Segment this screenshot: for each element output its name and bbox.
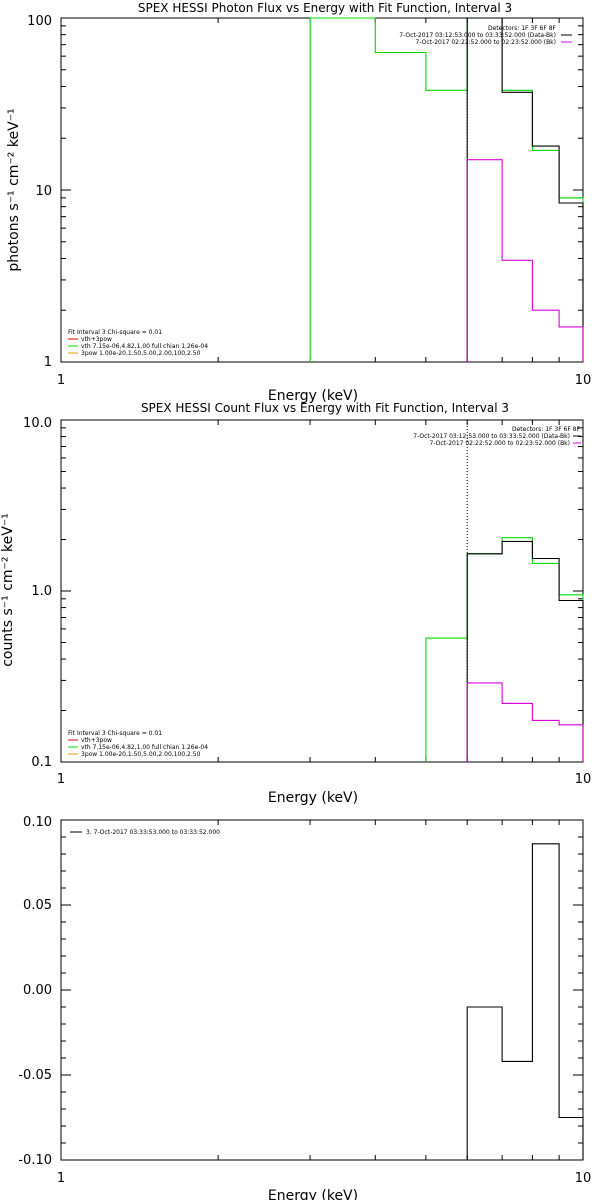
panel2-legend-left-entry: 3pow 1.00e-20,1.50,5.00,2.00,100,2.50 (81, 751, 201, 758)
panel1-xtick-10: 10 (575, 373, 592, 388)
panel1-legend-left-entry: vth 7.15e-06,4.82,1.00 full chian 1.26e-… (81, 343, 208, 350)
count-flux-panel: SPEX HESSI Count Flux vs Energy with Fit… (0, 401, 591, 806)
panel1-legend-left-entry: 3pow 1.00e-20,1.50,5.00,2.00,100,2.50 (81, 350, 201, 357)
panel1-legend-left-header: Fit Interval 3 Chi-square = 0.01 (68, 329, 162, 336)
panel1-ylabel: photons s⁻¹ cm⁻² keV⁻¹ (6, 108, 22, 271)
panel3-ytick: 0.10 (23, 815, 52, 830)
panel2-frame (60, 419, 584, 763)
panel3-ytick: -0.10 (18, 1153, 52, 1168)
panel2-ytick-0.1: 0.1 (31, 755, 52, 770)
panel3-ytick: -0.05 (18, 1068, 52, 1083)
panel2-xlabel: Energy (keV) (268, 790, 358, 806)
panel2-legend-right-entry: 7-Oct-2017 02:22:52.000 to 02:23:52.000 … (430, 440, 571, 447)
panel1-legend-right-entry: 7-Oct-2017 03:12:53.000 to 03:33:52.000 … (399, 32, 556, 39)
panel2-ytick-10.0: 10.0 (23, 416, 52, 431)
series-step-line-2 (466, 682, 584, 762)
panel3-xlabel: Energy (keV) (268, 1188, 358, 1200)
panel1-series (309, 17, 584, 362)
panel2-xtick-10: 10 (575, 772, 592, 787)
panel2-xtick-1: 1 (57, 772, 65, 787)
series-step-line-0 (466, 843, 584, 1160)
panel2-title: SPEX HESSI Count Flux vs Energy with Fit… (141, 401, 509, 415)
series-step-line-1 (466, 540, 584, 762)
panel1-ytick-1: 1 (44, 355, 52, 370)
panel1-xlabel: Energy (keV) (268, 388, 358, 404)
panel3-ytick: 0.05 (23, 898, 52, 913)
panel1-legend-left-entry: vth+3pow (81, 336, 112, 343)
panel2-ylabel: counts s⁻¹ cm⁻² keV⁻¹ (0, 513, 16, 667)
panel1-title: SPEX HESSI Photon Flux vs Energy with Fi… (138, 1, 512, 15)
photon-flux-panel: SPEX HESSI Photon Flux vs Energy with Fi… (6, 1, 591, 404)
panel3-ytick: 0.00 (23, 983, 52, 998)
panel2-ticks (60, 420, 584, 763)
panel3-frame (60, 819, 584, 1161)
panel2-ytick-1.0: 1.0 (31, 584, 52, 599)
panel3-xtick-1: 1 (57, 1171, 65, 1186)
residuals-panel: 1 10 -0.10 -0.05 0.00 0.05 0.10 Energy (… (18, 815, 591, 1200)
panel2-legend-left-header: Fit Interval 3 Chi-square = 0.01 (68, 730, 162, 737)
panel3-legend-entry: 3. 7-Oct-2017 03:33:53.000 to 03:33:52.0… (86, 829, 220, 836)
panel3-series (466, 843, 584, 1160)
panel1-ytick-10: 10 (35, 184, 52, 199)
panel1-ytick-100: 100 (27, 14, 52, 29)
panel2-legend-right-header: Detectors: 1F 3F 6F 8F (512, 426, 581, 433)
panel2-legend-right-entry: 7-Oct-2017 03:12:53.000 to 03:33:52.000 … (413, 433, 570, 440)
panel1-frame (60, 17, 584, 363)
panel2-legend-left-entry: vth 7.15e-06,4.82,1.00 full chian 1.26e-… (81, 744, 208, 751)
panel3-ticks (60, 819, 584, 1161)
series-step-line-2 (466, 159, 584, 362)
panel1-legend-right-header: Detectors: 1F 3F 6F 8F (488, 25, 557, 32)
series-step-line-0 (425, 537, 584, 762)
panel1-xtick-1: 1 (57, 373, 65, 388)
panel3-xtick-10: 10 (575, 1171, 592, 1186)
panel1-ticks (60, 18, 584, 363)
series-step-line-1 (466, 17, 584, 362)
panel1-legend-right-entry: 7-Oct-2017 02:22:52.000 to 02:23:52.000 … (416, 39, 557, 46)
panel2-series (425, 420, 584, 762)
panel2-legend-left-entry: vth+3pow (81, 737, 112, 744)
